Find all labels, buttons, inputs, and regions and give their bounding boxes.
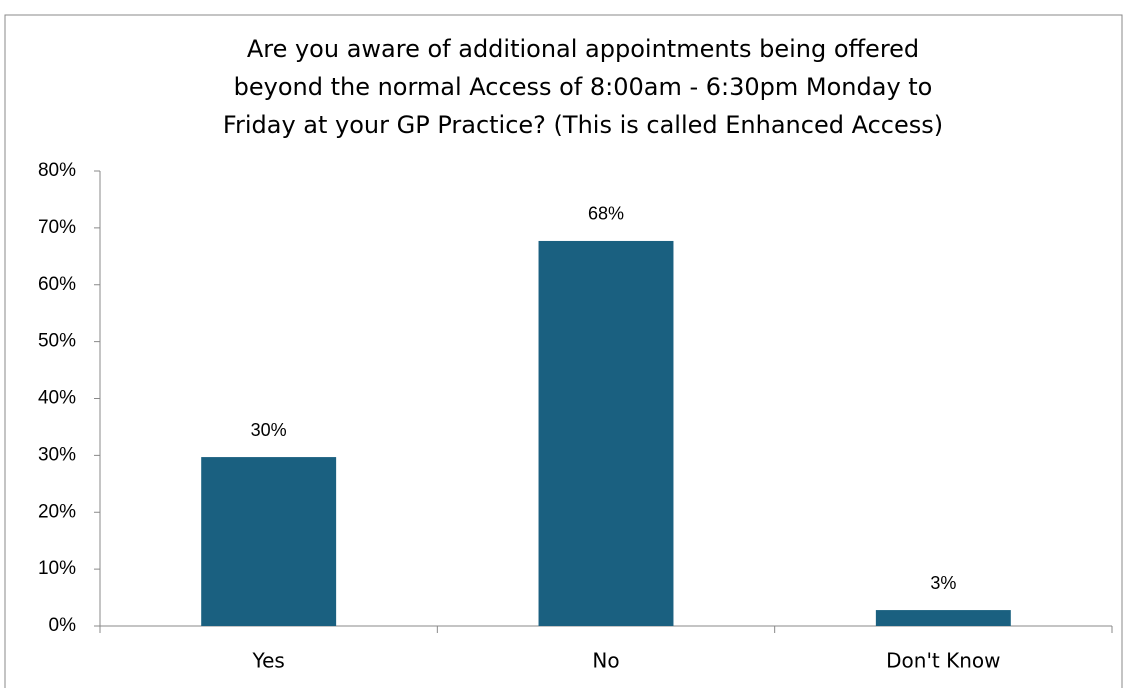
x-tick-label: Don't Know xyxy=(886,649,1000,673)
chart-title: Friday at your GP Practice? (This is cal… xyxy=(223,111,943,139)
y-tick-label: 40% xyxy=(38,388,76,409)
bar xyxy=(875,610,1011,626)
data-label: 30% xyxy=(251,420,287,440)
y-tick-label: 20% xyxy=(38,501,76,522)
y-tick-label: 0% xyxy=(49,615,77,636)
data-label: 3% xyxy=(930,573,956,593)
data-label: 68% xyxy=(588,204,624,224)
y-tick-label: 10% xyxy=(38,558,76,579)
y-tick-label: 80% xyxy=(38,160,76,181)
y-tick-label: 60% xyxy=(38,274,76,295)
y-tick-label: 50% xyxy=(38,331,76,352)
bar xyxy=(538,240,674,627)
x-tick-label: Yes xyxy=(252,649,285,673)
y-tick-label: 70% xyxy=(38,217,76,238)
y-tick-label: 30% xyxy=(38,444,76,465)
chart-title: beyond the normal Access of 8:00am - 6:3… xyxy=(234,73,933,101)
chart-title: Are you aware of additional appointments… xyxy=(247,35,919,63)
bar xyxy=(201,457,337,626)
x-tick-label: No xyxy=(592,649,619,673)
